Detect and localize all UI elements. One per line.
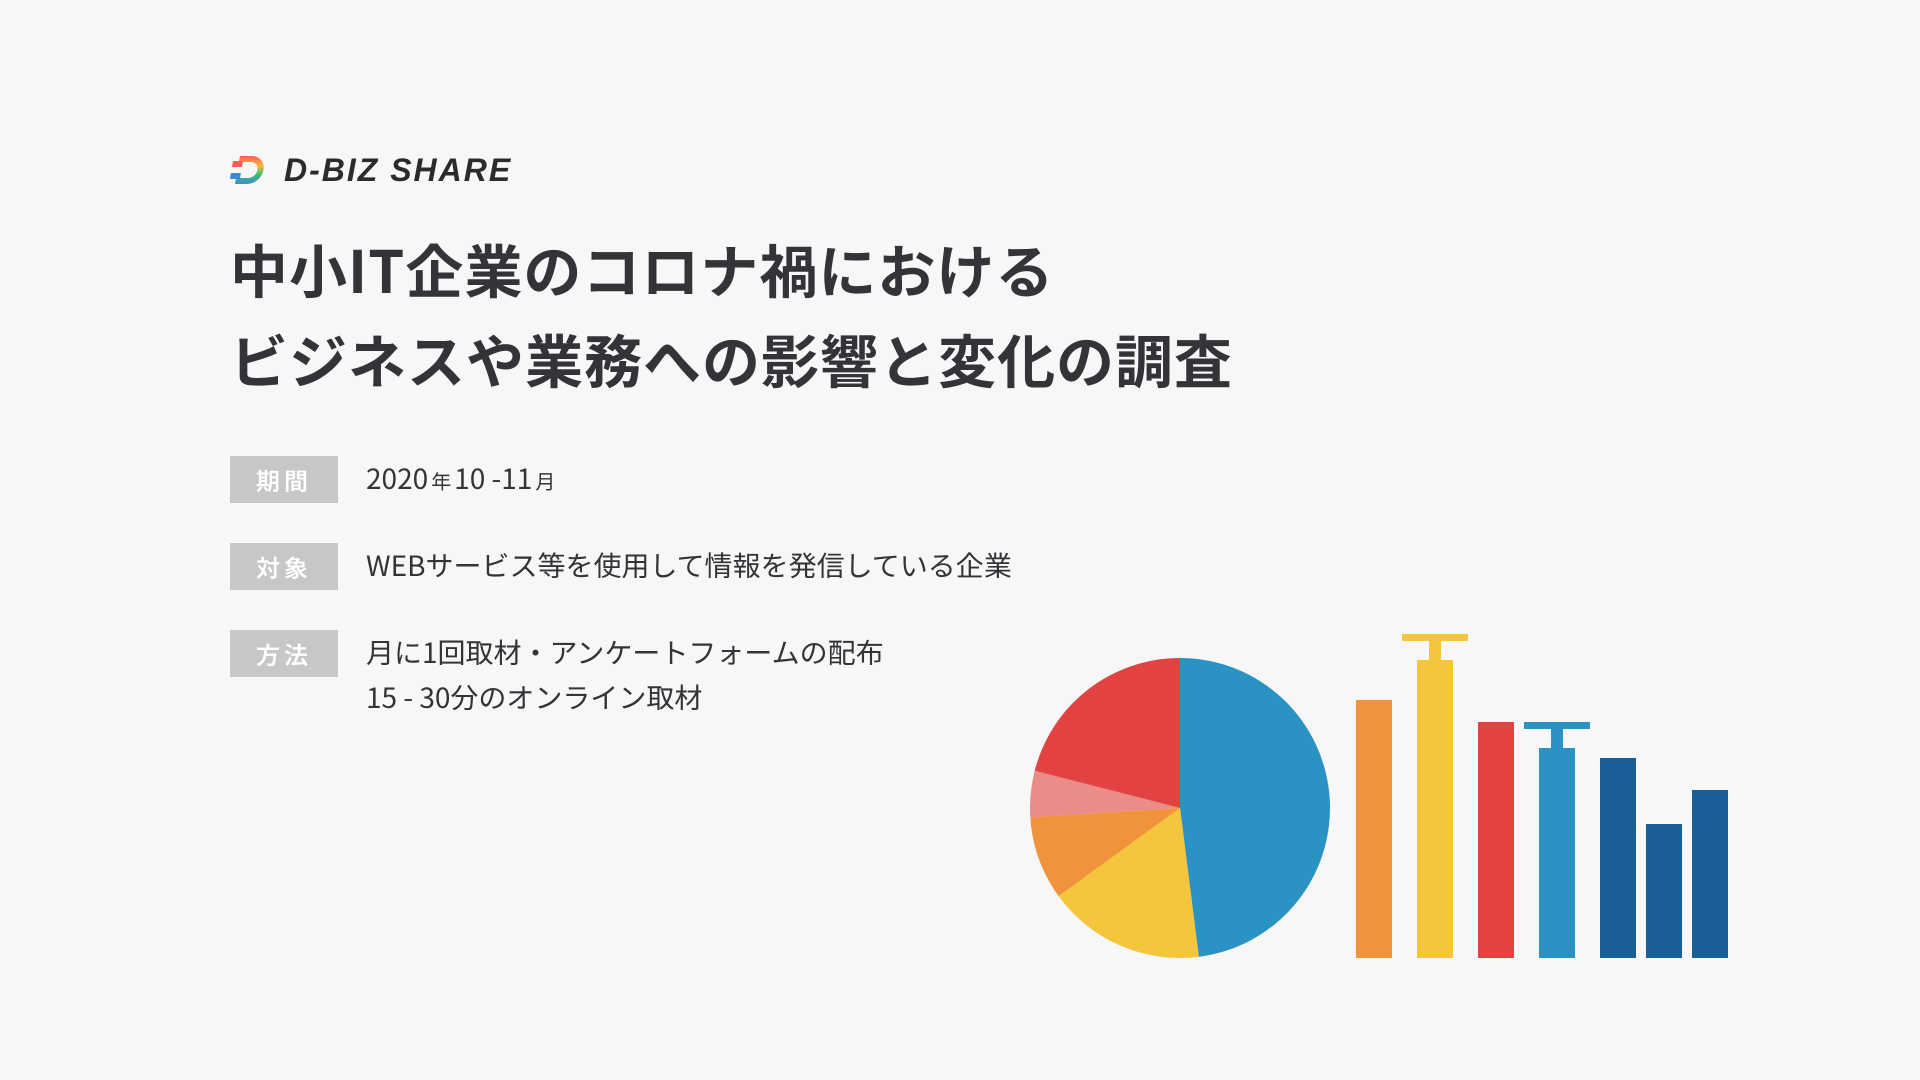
bar-column [1692, 790, 1728, 958]
bar [1600, 758, 1636, 958]
bar-column [1402, 634, 1468, 958]
bar [1539, 748, 1575, 958]
chip-target: 対象 [230, 543, 338, 590]
bar-chart [1356, 634, 1728, 958]
chip-period: 期間 [230, 456, 338, 503]
bar-column [1524, 722, 1590, 958]
logo-text: D-BIZ SHARE [284, 152, 512, 189]
bar-tag-icon [1524, 722, 1590, 748]
bar [1646, 824, 1682, 958]
charts-group [1030, 634, 1728, 958]
title-line-1: 中小IT企業のコロナ禍における [230, 226, 1054, 310]
bar [1478, 722, 1514, 958]
bar-tag-icon [1402, 634, 1468, 660]
title-line-2: ビジネスや業務への影響と変化の調査 [230, 316, 1233, 400]
bar [1356, 700, 1392, 958]
bar [1692, 790, 1728, 958]
bar-column [1600, 758, 1636, 958]
logo: D-BIZ SHARE [230, 150, 1690, 190]
meta-period: 期間 2020年10 -11月 [230, 456, 1690, 503]
meta-target-text: WEBサービス等を使用して情報を発信している企業 [366, 543, 1012, 588]
bar-column [1478, 722, 1514, 958]
pie-chart [1030, 658, 1330, 958]
chip-method: 方法 [230, 630, 338, 677]
meta-period-text: 2020年10 -11月 [366, 456, 558, 501]
bar-column [1356, 700, 1392, 958]
page-title: 中小IT企業のコロナ禍における ビジネスや業務への影響と変化の調査 [230, 224, 1690, 404]
bar [1417, 660, 1453, 958]
slide: D-BIZ SHARE 中小IT企業のコロナ禍における ビジネスや業務への影響と… [0, 0, 1920, 1080]
meta-method-text: 月に1回取材・アンケートフォームの配布 15 - 30分のオンライン取材 [366, 630, 884, 720]
logo-icon [230, 150, 270, 190]
meta-target: 対象 WEBサービス等を使用して情報を発信している企業 [230, 543, 1690, 590]
bar-column [1646, 824, 1682, 958]
pie-slice [1180, 658, 1330, 957]
